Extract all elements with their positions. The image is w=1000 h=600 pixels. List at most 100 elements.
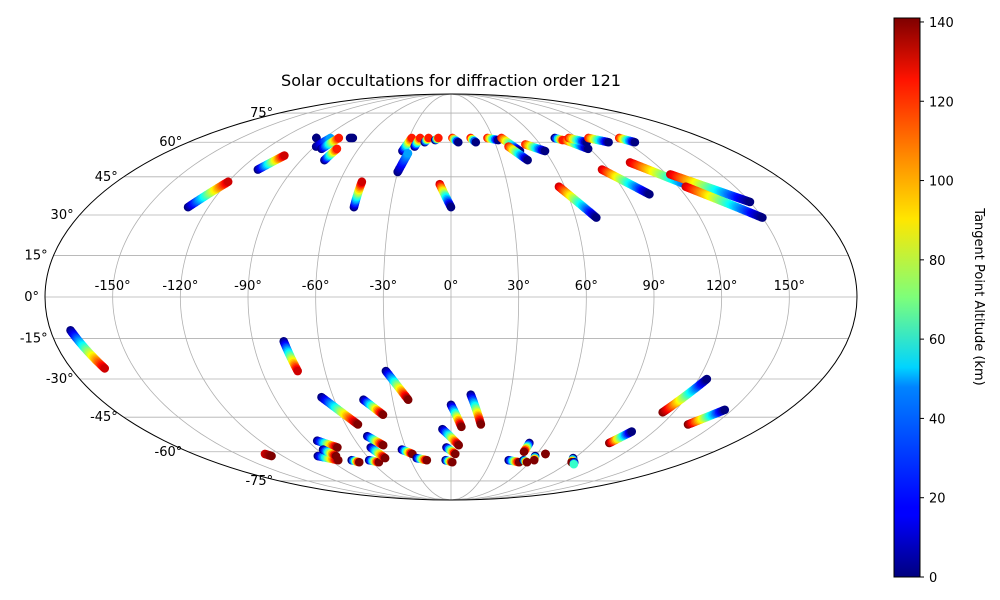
- occultation-point: [353, 420, 363, 429]
- occultation-track: [312, 133, 321, 143]
- colorbar-tick-label: 20: [929, 492, 946, 507]
- latitude-tick-label: 30°: [51, 208, 74, 223]
- latitude-tick-label: -15°: [20, 332, 48, 347]
- latitude-tick-label: -30°: [46, 372, 74, 387]
- occultation-track: [519, 438, 534, 457]
- longitude-tick-label: 0°: [444, 279, 459, 294]
- occultation-point: [424, 133, 433, 143]
- occultation-point: [267, 451, 276, 461]
- occultation-track: [317, 392, 363, 429]
- occultation-point: [457, 422, 466, 432]
- latitude-tick-label: 15°: [25, 248, 48, 263]
- occultation-point: [348, 133, 358, 143]
- occultation-track: [448, 133, 463, 147]
- colorbar-tick-label: 60: [929, 333, 946, 348]
- occultation-point: [529, 455, 539, 465]
- map-outline: [44, 93, 858, 501]
- occultation-point: [454, 440, 464, 450]
- longitude-tick-label: 120°: [706, 279, 737, 294]
- occultation-track: [597, 165, 654, 199]
- chart-title: Solar occultations for diffraction order…: [281, 71, 621, 90]
- occultation-track: [345, 133, 358, 143]
- occultation-point: [522, 457, 532, 467]
- occultation-track: [66, 326, 110, 373]
- occultation-track: [569, 457, 579, 469]
- occultation-point: [758, 213, 767, 222]
- occultation-track: [317, 133, 344, 154]
- occultation-track: [683, 405, 730, 429]
- occultation-point: [332, 144, 342, 154]
- colorbar-gradient: [893, 17, 921, 578]
- occultation-point: [569, 459, 579, 469]
- occultation-point: [450, 449, 460, 459]
- occultation-track: [521, 140, 550, 156]
- occultation-track: [681, 182, 767, 222]
- occultation-point: [583, 144, 593, 154]
- occultation-point: [519, 447, 529, 457]
- colorbar-tick-label: 0: [929, 571, 937, 586]
- colorbar-label: Tangent Point Altitude (km): [971, 207, 986, 385]
- occultation-point: [331, 451, 341, 461]
- occultation-track: [666, 170, 755, 207]
- occultation-track: [529, 451, 540, 465]
- colorbar-tick-label: 40: [929, 412, 946, 427]
- occultation-point: [523, 155, 532, 165]
- occultation-point: [380, 453, 390, 463]
- occultation-track: [446, 400, 466, 432]
- occultation-point: [541, 449, 550, 459]
- longitude-labels: -150° -120° -90° -60° -30° 0° 30° 60° 90° 120° 150…: [95, 279, 805, 294]
- occultation-point: [630, 137, 640, 147]
- occultation-point: [403, 395, 413, 405]
- latitude-tick-label: 0°: [24, 290, 39, 305]
- latitude-tick-label: -60°: [155, 445, 183, 460]
- occultation-track: [412, 453, 432, 465]
- occultation-track: [359, 395, 388, 420]
- occultation-track: [554, 182, 601, 222]
- occultation-point: [471, 137, 481, 147]
- occultation-track: [584, 133, 613, 147]
- occultation-track: [466, 133, 481, 147]
- occultation-track: [420, 133, 433, 147]
- occultation-track: [366, 443, 390, 463]
- occultation-point: [592, 213, 601, 222]
- longitude-tick-label: 90°: [642, 279, 665, 294]
- occultation-point: [378, 410, 388, 420]
- occultation-point: [223, 177, 233, 187]
- latitude-tick-label: -75°: [245, 474, 273, 489]
- occultation-point: [745, 197, 755, 207]
- occultation-track: [320, 144, 342, 165]
- occultation-track: [397, 445, 417, 459]
- colorbar-ticks: 0 20 40 60 80 100 120 140: [920, 16, 954, 586]
- occultation-point: [446, 202, 456, 212]
- occultation-track: [318, 445, 341, 461]
- occultation-track: [504, 142, 532, 165]
- occultation-track: [362, 431, 388, 450]
- occultation-point: [354, 457, 364, 467]
- occultation-track: [260, 449, 276, 461]
- occultation-track: [183, 177, 233, 212]
- latitude-tick-label: -45°: [90, 410, 118, 425]
- occultation-point: [333, 443, 342, 452]
- occultation-point: [280, 151, 289, 160]
- longitude-tick-label: -120°: [162, 279, 198, 294]
- occultation-point: [645, 189, 654, 199]
- colorbar-tick-label: 80: [929, 254, 946, 269]
- occultation-track: [658, 374, 712, 417]
- occultation-point: [627, 427, 637, 436]
- longitude-tick-label: 60°: [575, 279, 598, 294]
- occultation-track: [605, 427, 637, 448]
- longitude-tick-label: -150°: [95, 279, 131, 294]
- colorbar: 0 20 40 60 80 100 120 140 Tangent Point Altitud…: [893, 16, 986, 586]
- latitude-tick-label: 45°: [95, 170, 118, 185]
- occultation-tracks: [66, 133, 767, 469]
- occultation-point: [476, 420, 486, 429]
- occultation-track: [564, 133, 592, 147]
- latitude-tick-label: 60°: [159, 135, 182, 150]
- colorbar-tick-label: 120: [929, 95, 954, 110]
- longitude-tick-label: -90°: [234, 279, 262, 294]
- occultation-track: [364, 455, 384, 467]
- occultation-track: [349, 177, 367, 212]
- occultation-track: [438, 424, 464, 450]
- longitude-tick-label: 150°: [774, 279, 805, 294]
